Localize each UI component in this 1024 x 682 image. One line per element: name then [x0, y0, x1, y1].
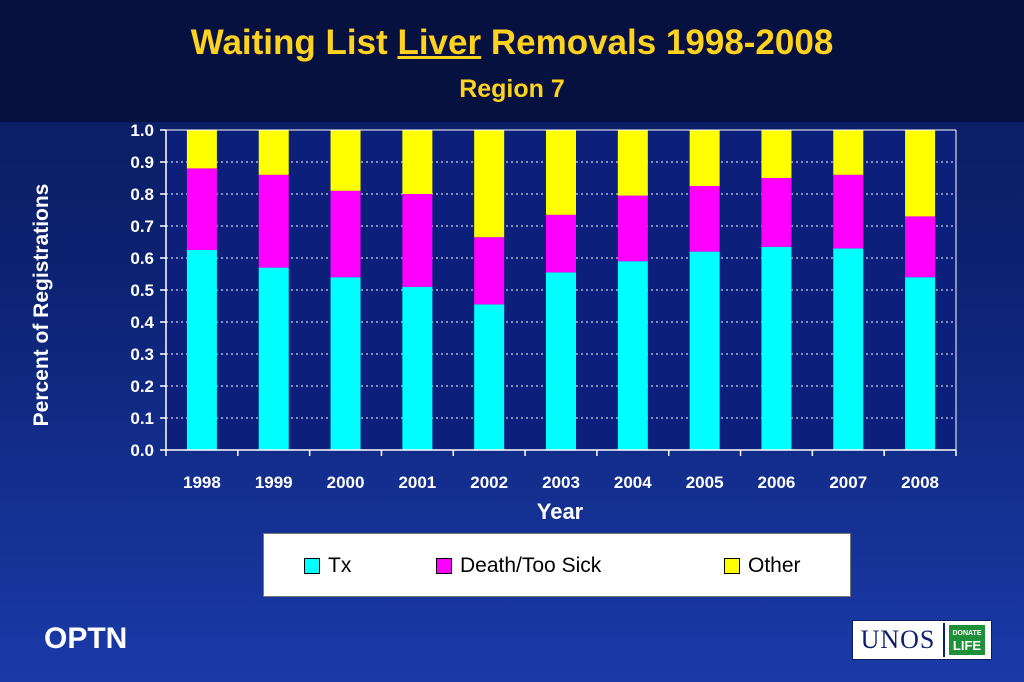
legend-item-other: Other: [724, 554, 801, 578]
bar-2007-other: [833, 130, 864, 175]
x-tick-label: 2002: [470, 473, 508, 492]
title-text-underlined: Liver: [397, 23, 482, 62]
legend-item-death-too-sick: Death/Too Sick: [436, 554, 601, 578]
legend-item-tx: Tx: [304, 554, 351, 578]
bar-2008-other: [905, 130, 936, 217]
bar-2003-tx: [546, 272, 576, 450]
bar-2007-death-too-sick: [833, 174, 864, 249]
optn-label: OPTN: [44, 622, 128, 655]
bar-2003-other: [546, 130, 576, 215]
y-tick-label: 0.9: [130, 153, 154, 172]
bar-2006-other: [761, 130, 792, 178]
y-tick-labels: 0.0 0.1 0.2 0.3 0.4 0.5 0.6 0.7 0.8 0.9 1.0: [130, 121, 154, 460]
x-tick-label: 1998: [183, 473, 221, 492]
bar-2006-tx: [761, 246, 792, 450]
x-axis-label: Year: [537, 499, 584, 524]
y-tick-label: 1.0: [130, 121, 154, 140]
y-axis-label: Percent of Registrations: [30, 184, 53, 427]
bar-2005-death-too-sick: [689, 186, 720, 252]
bar-2001-death-too-sick: [402, 194, 433, 287]
bar-2005-other: [689, 130, 720, 186]
bar-2001-other: [402, 130, 433, 194]
bar-2007-tx: [833, 248, 864, 450]
y-tick-label: 0.2: [130, 377, 154, 396]
y-tick-label: 0.4: [130, 313, 154, 332]
bar-2004-other: [617, 130, 648, 196]
bar-2000-death-too-sick: [330, 190, 361, 278]
bar-1999-other: [258, 130, 289, 175]
chart-legend: Tx Death/Too Sick Other: [263, 533, 851, 597]
bar-2000-other: [330, 130, 361, 191]
legend-label-death-too-sick: Death/Too Sick: [460, 554, 602, 577]
title-text-start: Waiting List: [190, 23, 398, 62]
donate-life-line2: LIFE: [952, 638, 982, 653]
legend-swatch-tx: [304, 558, 320, 574]
y-tick-label: 0.1: [130, 409, 154, 428]
y-tick-label: 0.6: [130, 249, 154, 268]
y-tick-label: 0.0: [130, 441, 154, 460]
bar-2004-death-too-sick: [617, 195, 648, 262]
x-tick-label: 2000: [327, 473, 365, 492]
bar-2003-death-too-sick: [546, 214, 576, 273]
donate-life-badge: DONATE LIFE: [949, 625, 985, 655]
y-tick-label: 0.7: [130, 217, 154, 236]
bar-2008-tx: [905, 277, 936, 450]
x-tick-labels: 1998 1999 2000 2001 2002 2003 2004 2005 2006 2007…: [183, 473, 939, 492]
legend-label-other: Other: [748, 554, 801, 577]
bar-1999-death-too-sick: [258, 174, 289, 268]
slide-title: Waiting List Liver Removals 1998-2008: [0, 22, 1024, 64]
bar-2000-tx: [330, 277, 361, 450]
bar-1998-tx: [186, 250, 217, 450]
bar-1999-tx: [258, 267, 289, 450]
y-tick-label: 0.8: [130, 185, 154, 204]
bar-2002-death-too-sick: [474, 237, 505, 305]
legend-swatch-death-too-sick: [436, 558, 452, 574]
bar-2002-tx: [474, 304, 505, 450]
legend-label-tx: Tx: [328, 554, 352, 577]
bar-2001-tx: [402, 286, 433, 450]
bar-2002-other: [474, 130, 505, 238]
bar-2004-tx: [617, 261, 648, 450]
legend-swatch-other: [724, 558, 740, 574]
bar-1998-other: [186, 130, 217, 169]
donate-life-line1: DONATE: [952, 630, 982, 637]
x-tick-label: 2003: [542, 473, 580, 492]
bars-group: [186, 130, 936, 450]
axes: [160, 129, 957, 456]
x-tick-label: 2006: [758, 473, 796, 492]
y-tick-label: 0.5: [130, 281, 154, 300]
x-tick-label: 2007: [829, 473, 867, 492]
title-text-end: Removals 1998-2008: [481, 23, 834, 62]
x-tick-label: 1999: [255, 473, 293, 492]
bar-2005-tx: [689, 251, 720, 450]
slide-header: [0, 0, 1024, 122]
bar-1998-death-too-sick: [186, 168, 217, 250]
x-tick-label: 2001: [398, 473, 436, 492]
x-tick-label: 2004: [614, 473, 652, 492]
x-tick-label: 2005: [686, 473, 724, 492]
slide-subtitle: Region 7: [459, 75, 565, 103]
bar-2008-death-too-sick: [905, 216, 936, 278]
unos-logo-text: UNOS: [853, 623, 945, 657]
bar-2006-death-too-sick: [761, 178, 792, 247]
y-tick-label: 0.3: [130, 345, 154, 364]
unos-logo: UNOS DONATE LIFE: [852, 620, 992, 660]
x-tick-label: 2008: [901, 473, 939, 492]
